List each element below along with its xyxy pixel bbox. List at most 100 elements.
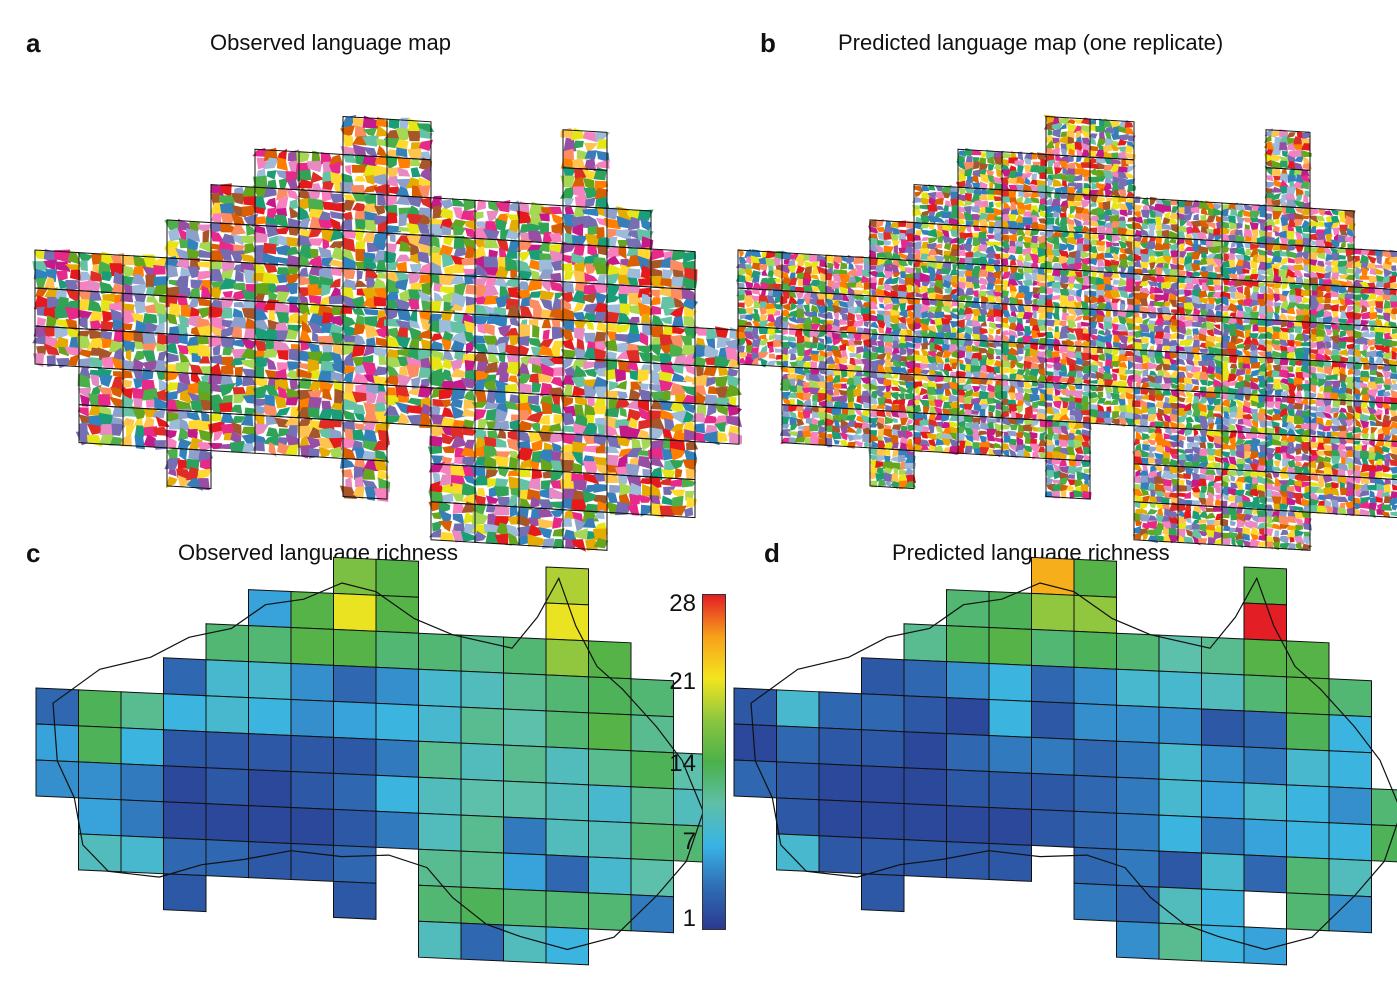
language-patch xyxy=(739,314,746,320)
language-patch xyxy=(1353,294,1362,301)
language-patch xyxy=(220,326,236,339)
language-patch xyxy=(1185,359,1195,366)
language-patch xyxy=(951,327,957,334)
language-patch xyxy=(465,369,478,381)
language-patch xyxy=(735,261,748,270)
language-patch xyxy=(1391,379,1396,386)
language-patch xyxy=(1170,331,1179,340)
language-patch xyxy=(1016,259,1025,268)
language-patch xyxy=(234,366,243,377)
language-patch xyxy=(450,435,468,449)
language-patch xyxy=(1309,215,1319,224)
language-patch xyxy=(352,308,365,316)
language-patch xyxy=(297,169,312,182)
language-patch xyxy=(318,446,331,458)
language-patch xyxy=(484,524,500,534)
language-patch xyxy=(964,262,974,272)
language-patch xyxy=(385,291,399,302)
language-patch xyxy=(584,150,597,160)
language-patch xyxy=(1029,414,1037,421)
language-patch xyxy=(658,390,671,402)
language-patch xyxy=(1170,309,1179,315)
language-patch xyxy=(1105,341,1113,350)
language-patch xyxy=(1287,218,1298,228)
language-patch xyxy=(1066,217,1075,225)
language-patch xyxy=(572,385,588,397)
language-patch xyxy=(1104,132,1112,141)
language-patch xyxy=(891,284,900,294)
language-patch xyxy=(1076,243,1085,253)
language-patch xyxy=(1304,390,1310,399)
language-patch xyxy=(274,301,290,315)
language-patch xyxy=(1383,391,1392,398)
language-patch xyxy=(994,253,1002,260)
language-patch xyxy=(1389,383,1397,390)
language-patch xyxy=(1347,367,1354,375)
language-patch xyxy=(395,178,413,189)
language-patch xyxy=(398,394,410,403)
language-patch xyxy=(1095,360,1103,369)
language-patch xyxy=(648,289,661,299)
language-patch xyxy=(883,282,895,291)
language-patch xyxy=(1066,376,1076,384)
language-patch xyxy=(131,283,148,297)
language-patch xyxy=(1000,253,1011,259)
language-patch xyxy=(596,139,608,149)
language-patch xyxy=(1003,201,1011,209)
language-patch xyxy=(1344,324,1356,333)
language-patch xyxy=(1256,269,1267,275)
language-patch xyxy=(593,159,610,169)
language-patch xyxy=(1205,308,1216,318)
language-patch xyxy=(1183,213,1193,222)
language-patch xyxy=(1280,300,1289,310)
language-patch xyxy=(737,318,748,328)
language-patch xyxy=(934,255,945,264)
language-patch xyxy=(343,371,354,385)
language-patch xyxy=(168,418,181,430)
language-patch xyxy=(860,333,872,341)
language-patch xyxy=(958,314,968,320)
language-patch xyxy=(928,237,939,244)
language-patch xyxy=(1016,336,1026,344)
language-patch xyxy=(788,336,796,342)
language-patch xyxy=(1169,287,1178,297)
language-patch xyxy=(877,385,887,394)
language-patch xyxy=(1300,383,1310,392)
language-patch xyxy=(417,290,434,302)
language-patch xyxy=(308,228,324,238)
language-patch xyxy=(585,537,598,551)
language-patch xyxy=(650,369,661,386)
language-patch xyxy=(1293,136,1303,146)
language-patch xyxy=(253,404,267,415)
language-patch xyxy=(765,257,775,267)
language-patch xyxy=(408,118,422,132)
language-patch xyxy=(56,270,68,282)
language-patch xyxy=(461,482,478,498)
language-patch xyxy=(899,303,906,312)
language-patch xyxy=(376,138,388,147)
language-patch xyxy=(582,293,599,304)
language-patch xyxy=(934,216,946,224)
language-patch xyxy=(1353,368,1362,376)
language-patch xyxy=(1010,290,1016,300)
language-patch xyxy=(45,269,57,283)
language-patch xyxy=(927,386,938,395)
language-patch xyxy=(637,456,653,470)
language-patch xyxy=(1126,355,1135,362)
language-patch xyxy=(1344,297,1357,306)
language-patch xyxy=(1347,254,1355,263)
language-patch xyxy=(252,385,268,399)
language-patch xyxy=(266,357,277,370)
language-patch xyxy=(609,484,621,494)
language-patch xyxy=(809,342,818,349)
language-patch xyxy=(485,221,498,232)
language-patch xyxy=(1242,260,1251,270)
language-patch xyxy=(900,271,907,279)
language-patch xyxy=(1066,332,1077,340)
language-patch xyxy=(1037,368,1045,377)
language-patch xyxy=(963,384,973,391)
language-patch xyxy=(1300,365,1311,374)
language-patch xyxy=(640,437,653,451)
language-patch xyxy=(440,207,453,221)
language-patch xyxy=(221,233,235,245)
